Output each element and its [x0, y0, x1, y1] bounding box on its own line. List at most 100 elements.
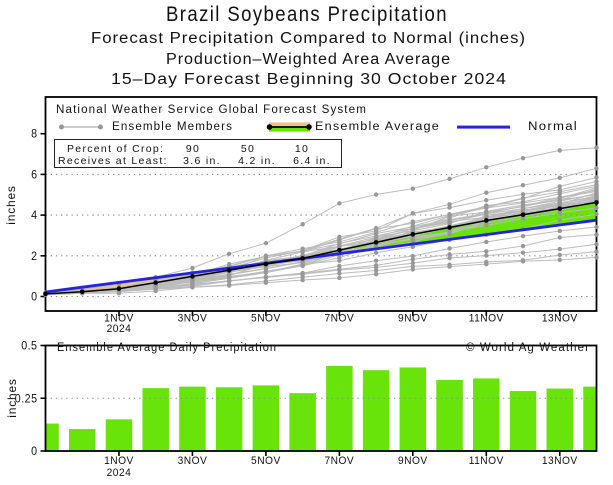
ensemble-member-dot: [520, 155, 526, 161]
ensemble-member-dot: [263, 270, 269, 275]
ensemble-member-dot: [410, 260, 416, 266]
top-y-tick-label: 8: [31, 129, 37, 141]
crop-amt-90: 3.6 in.: [183, 154, 221, 167]
top-x-tick-label: 13NOV: [542, 313, 578, 325]
ensemble-member-dot: [484, 239, 489, 245]
ensemble-member-dot: [484, 190, 489, 195]
ensemble-member-dot: [447, 264, 452, 269]
ensemble-member-dot: [594, 205, 599, 211]
ensemble-member-dot: [557, 246, 562, 252]
ensemble-member-dot: [447, 229, 452, 234]
ensemble-member-line: [45, 181, 597, 296]
ensemble-member-dot: [447, 255, 452, 261]
bottom-x-tick-label: 13NOV: [542, 455, 578, 467]
page-subtitle-2: Production–Weighted Area Average: [166, 50, 452, 68]
page-subtitle-1: Forecast Precipitation Compared to Norma…: [91, 30, 526, 47]
ensemble-member-dot: [263, 274, 269, 280]
ensemble-member-dot: [594, 211, 599, 217]
ensemble-member-dot: [373, 250, 379, 255]
ensemble-member-dot: [153, 288, 158, 294]
bottom-chart-y-axis-label: inches: [5, 378, 19, 418]
ensemble-member-dot: [557, 148, 562, 153]
crop-box-row1-label: Percent of Crop:: [67, 142, 165, 155]
ensemble-member-dot: [520, 243, 526, 249]
page-title: Brazil Soybeans Precipitation: [165, 3, 448, 26]
ensemble-member-dot: [300, 261, 305, 267]
ensemble-member-dot: [226, 251, 232, 256]
crop-pct-90: 90: [185, 142, 201, 155]
daily-precip-bar: [473, 378, 500, 451]
crop-amt-50: 4.2 in.: [238, 154, 276, 167]
ensemble-member-dot: [557, 184, 562, 189]
ensemble-member-dot: [484, 249, 489, 254]
bottom-x-tick-label: 9NOV: [398, 455, 428, 467]
crop-pct-10: 10: [294, 142, 310, 155]
ensemble-member-dot: [116, 291, 122, 296]
daily-precip-bar: [105, 419, 133, 451]
daily-precip-bar: [142, 388, 169, 451]
ensemble-member-dot: [557, 175, 562, 181]
bottom-x-tick-sublabel: 2024: [107, 467, 132, 479]
top-x-tick-label: 5NOV: [251, 313, 281, 325]
ensemble-member-dot: [594, 175, 599, 180]
legend-average-label: Ensemble Average: [314, 120, 440, 133]
top-x-tick-label: 9NOV: [398, 313, 428, 325]
top-chart-legend-symbols: [59, 122, 510, 132]
ensemble-member-dot: [447, 252, 452, 257]
ensemble-average-dot: [116, 286, 122, 291]
ensemble-member-dot: [447, 205, 452, 210]
ensemble-member-dot: [484, 214, 489, 220]
ensemble-member-dot: [410, 244, 416, 250]
daily-precip-bar: [509, 391, 537, 451]
ensemble-member-dot: [373, 268, 379, 273]
ensemble-member-dot: [447, 213, 452, 218]
top-x-tick-label: 3NOV: [178, 313, 208, 325]
ensemble-member-line: [45, 207, 597, 294]
bottom-y-tick-label: 0.5: [21, 341, 37, 353]
ensemble-average-dot: [594, 200, 599, 205]
ensemble-member-dot: [263, 280, 269, 285]
daily-precip-bar: [362, 370, 390, 451]
ensemble-member-dot: [373, 233, 379, 239]
legend-normal-label: Normal: [527, 120, 578, 133]
ensemble-member-dot: [410, 253, 416, 259]
ensemble-member-dot: [447, 202, 452, 207]
ensemble-member-dot: [410, 267, 416, 272]
ensemble-member-dot: [373, 258, 379, 263]
ensemble-member-dot: [410, 264, 416, 269]
ensemble-average-dot: [79, 289, 85, 295]
daily-precip-bar: [326, 365, 353, 451]
ensemble-member-dot: [557, 191, 562, 196]
bottom-y-tick-label: 0.25: [15, 393, 38, 405]
ensemble-member-line: [45, 187, 597, 295]
ensemble-member-dot: [226, 271, 232, 277]
page-subtitle-3: 15–Day Forecast Beginning 30 October 202…: [110, 70, 507, 88]
ensemble-member-dot: [447, 246, 452, 251]
bottom-x-tick-label: 11NOV: [469, 455, 504, 467]
ensemble-average-dot: [410, 232, 416, 237]
normal-line: [45, 218, 597, 294]
ensemble-average-line: [45, 201, 597, 295]
ensemble-member-dot: [557, 210, 562, 215]
crop-amt-10: 6.4 in.: [293, 154, 331, 167]
ensemble-average-dot: [190, 274, 195, 279]
ensemble-member-line: [45, 251, 597, 294]
top-x-tick-sublabel: 2024: [107, 323, 132, 335]
ensemble-average-dot: [484, 218, 489, 223]
legend-members-dot: [98, 124, 103, 130]
ensemble-member-dot: [373, 265, 379, 270]
ensemble-member-dot: [594, 242, 599, 247]
crop-pct-50: 50: [240, 142, 256, 155]
ensemble-member-dot: [337, 271, 342, 276]
ensemble-average-dot: [447, 225, 452, 230]
top-x-tick-label: 1NOV: [104, 313, 134, 325]
ensemble-member-dot: [410, 186, 416, 191]
ensemble-member-dot: [263, 253, 269, 258]
ensemble-member-dot: [520, 200, 526, 206]
ensemble-average-dot: [373, 240, 379, 245]
ensemble-average-dot: [520, 212, 526, 217]
ensemble-member-dot: [337, 258, 342, 263]
ensemble-member-dot: [447, 176, 452, 182]
